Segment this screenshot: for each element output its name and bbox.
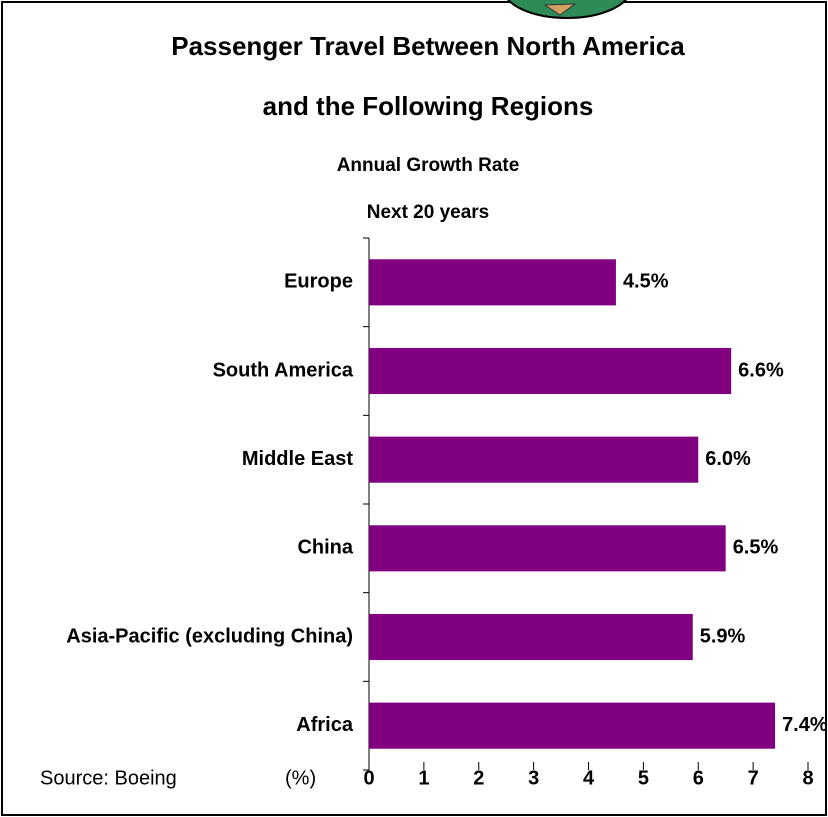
value-label: 6.5% <box>733 537 779 559</box>
y-tick-label: Europe <box>284 271 353 293</box>
x-tick-label: 4 <box>583 767 595 789</box>
bar <box>369 525 726 572</box>
value-label: 7.4% <box>782 714 828 736</box>
y-tick-label: Middle East <box>242 448 353 470</box>
y-tick-label: Africa <box>296 714 354 736</box>
x-tick-label: 0 <box>363 767 374 789</box>
chart-subtitle: Annual Growth Rate <box>337 155 520 176</box>
bar <box>369 347 732 395</box>
value-label: 6.6% <box>738 359 784 381</box>
value-label: 4.5% <box>623 271 669 293</box>
chart-title: and the Following Regions <box>263 91 594 121</box>
x-tick-label: 5 <box>638 767 649 789</box>
y-tick-label: South America <box>213 359 354 381</box>
value-label: 6.0% <box>705 448 751 470</box>
y-tick-label: Asia-Pacific (excluding China) <box>66 625 353 647</box>
x-tick-label: 6 <box>693 767 704 789</box>
x-axis-label: (%) <box>285 767 316 789</box>
source-note: Source: Boeing <box>40 767 177 789</box>
logo <box>507 0 627 19</box>
chart-subtitle: Next 20 years <box>367 202 490 223</box>
bar <box>369 259 616 306</box>
x-tick-label: 2 <box>473 767 484 789</box>
x-tick-label: 3 <box>528 767 539 789</box>
chart-title: Passenger Travel Between North America <box>171 31 685 61</box>
bar <box>369 436 699 483</box>
bar <box>369 613 693 661</box>
x-tick-label: 8 <box>802 767 813 789</box>
x-tick-label: 1 <box>418 767 429 789</box>
y-tick-label: China <box>297 537 353 559</box>
bar <box>369 702 776 749</box>
value-label: 5.9% <box>700 625 746 647</box>
x-tick-label: 7 <box>748 767 759 789</box>
